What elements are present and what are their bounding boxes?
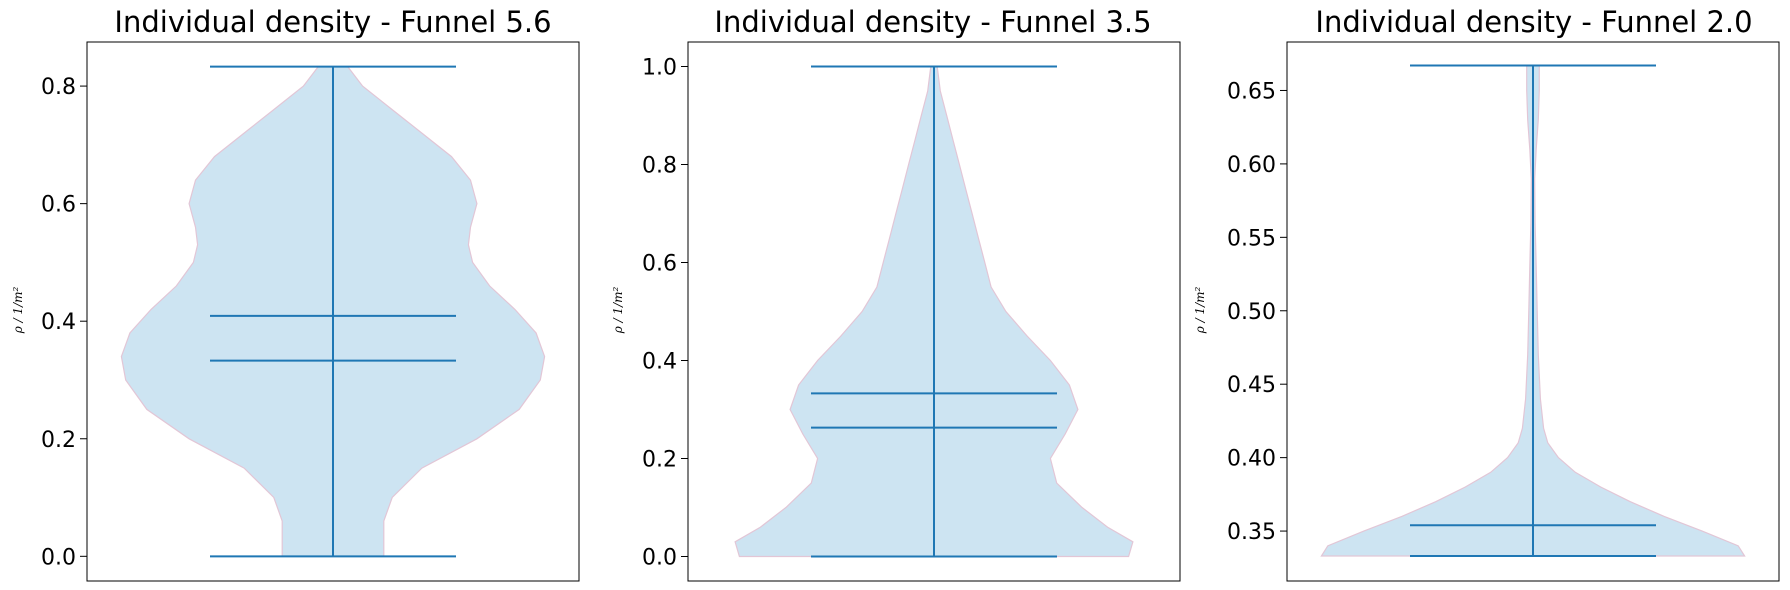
y-axis-ticks: 0.0 0.2 0.4 0.6 0.8 1.0: [642, 56, 688, 571]
violin-panel-3: Individual density - Funnel 2.0 ρ / 1/m²…: [1193, 5, 1780, 582]
panel-title: Individual density - Funnel 5.6: [114, 5, 551, 39]
violin-marks: [734, 65, 1134, 558]
y-tick-label: 0.35: [1227, 520, 1276, 545]
y-tick-label: 0.8: [642, 154, 677, 179]
y-tick-label: 0.2: [642, 448, 677, 473]
y-axis-label: ρ / 1/m²: [11, 287, 25, 335]
y-tick-label: 0.4: [642, 350, 677, 375]
y-tick-label: 0.6: [41, 193, 76, 218]
violin-panel-2: Individual density - Funnel 3.5 ρ / 1/m²…: [611, 5, 1181, 582]
y-tick-label: 0.50: [1227, 300, 1276, 325]
y-tick-label: 0.60: [1227, 153, 1276, 178]
y-tick-label: 0.4: [41, 310, 76, 335]
y-axis-ticks: 0.35 0.40 0.45 0.50 0.55 0.60 0.65: [1227, 79, 1287, 545]
plot-frame: [86, 41, 580, 582]
y-axis-ticks: 0.0 0.2 0.4 0.6 0.8: [41, 75, 87, 570]
plot-frame: [1286, 41, 1780, 582]
violin-marks: [120, 65, 546, 558]
plot-frame: [687, 41, 1181, 582]
y-axis-label: ρ / 1/m²: [611, 287, 625, 335]
y-tick-label: 0.2: [41, 428, 76, 453]
panel-title: Individual density - Funnel 2.0: [1315, 5, 1752, 39]
y-tick-label: 0.65: [1227, 79, 1276, 104]
y-tick-label: 0.0: [642, 546, 677, 571]
violin-panel-1: Individual density - Funnel 5.6 ρ / 1/m²…: [11, 5, 580, 582]
violin-marks: [1320, 64, 1746, 558]
y-axis-label: ρ / 1/m²: [1193, 287, 1207, 335]
panel-title: Individual density - Funnel 3.5: [714, 5, 1151, 39]
y-tick-label: 0.0: [41, 545, 76, 570]
y-tick-label: 1.0: [642, 56, 677, 81]
y-tick-label: 0.55: [1227, 226, 1276, 251]
y-tick-label: 0.40: [1227, 447, 1276, 472]
y-tick-label: 0.6: [642, 252, 677, 277]
y-tick-label: 0.8: [41, 75, 76, 100]
y-tick-label: 0.45: [1227, 373, 1276, 398]
